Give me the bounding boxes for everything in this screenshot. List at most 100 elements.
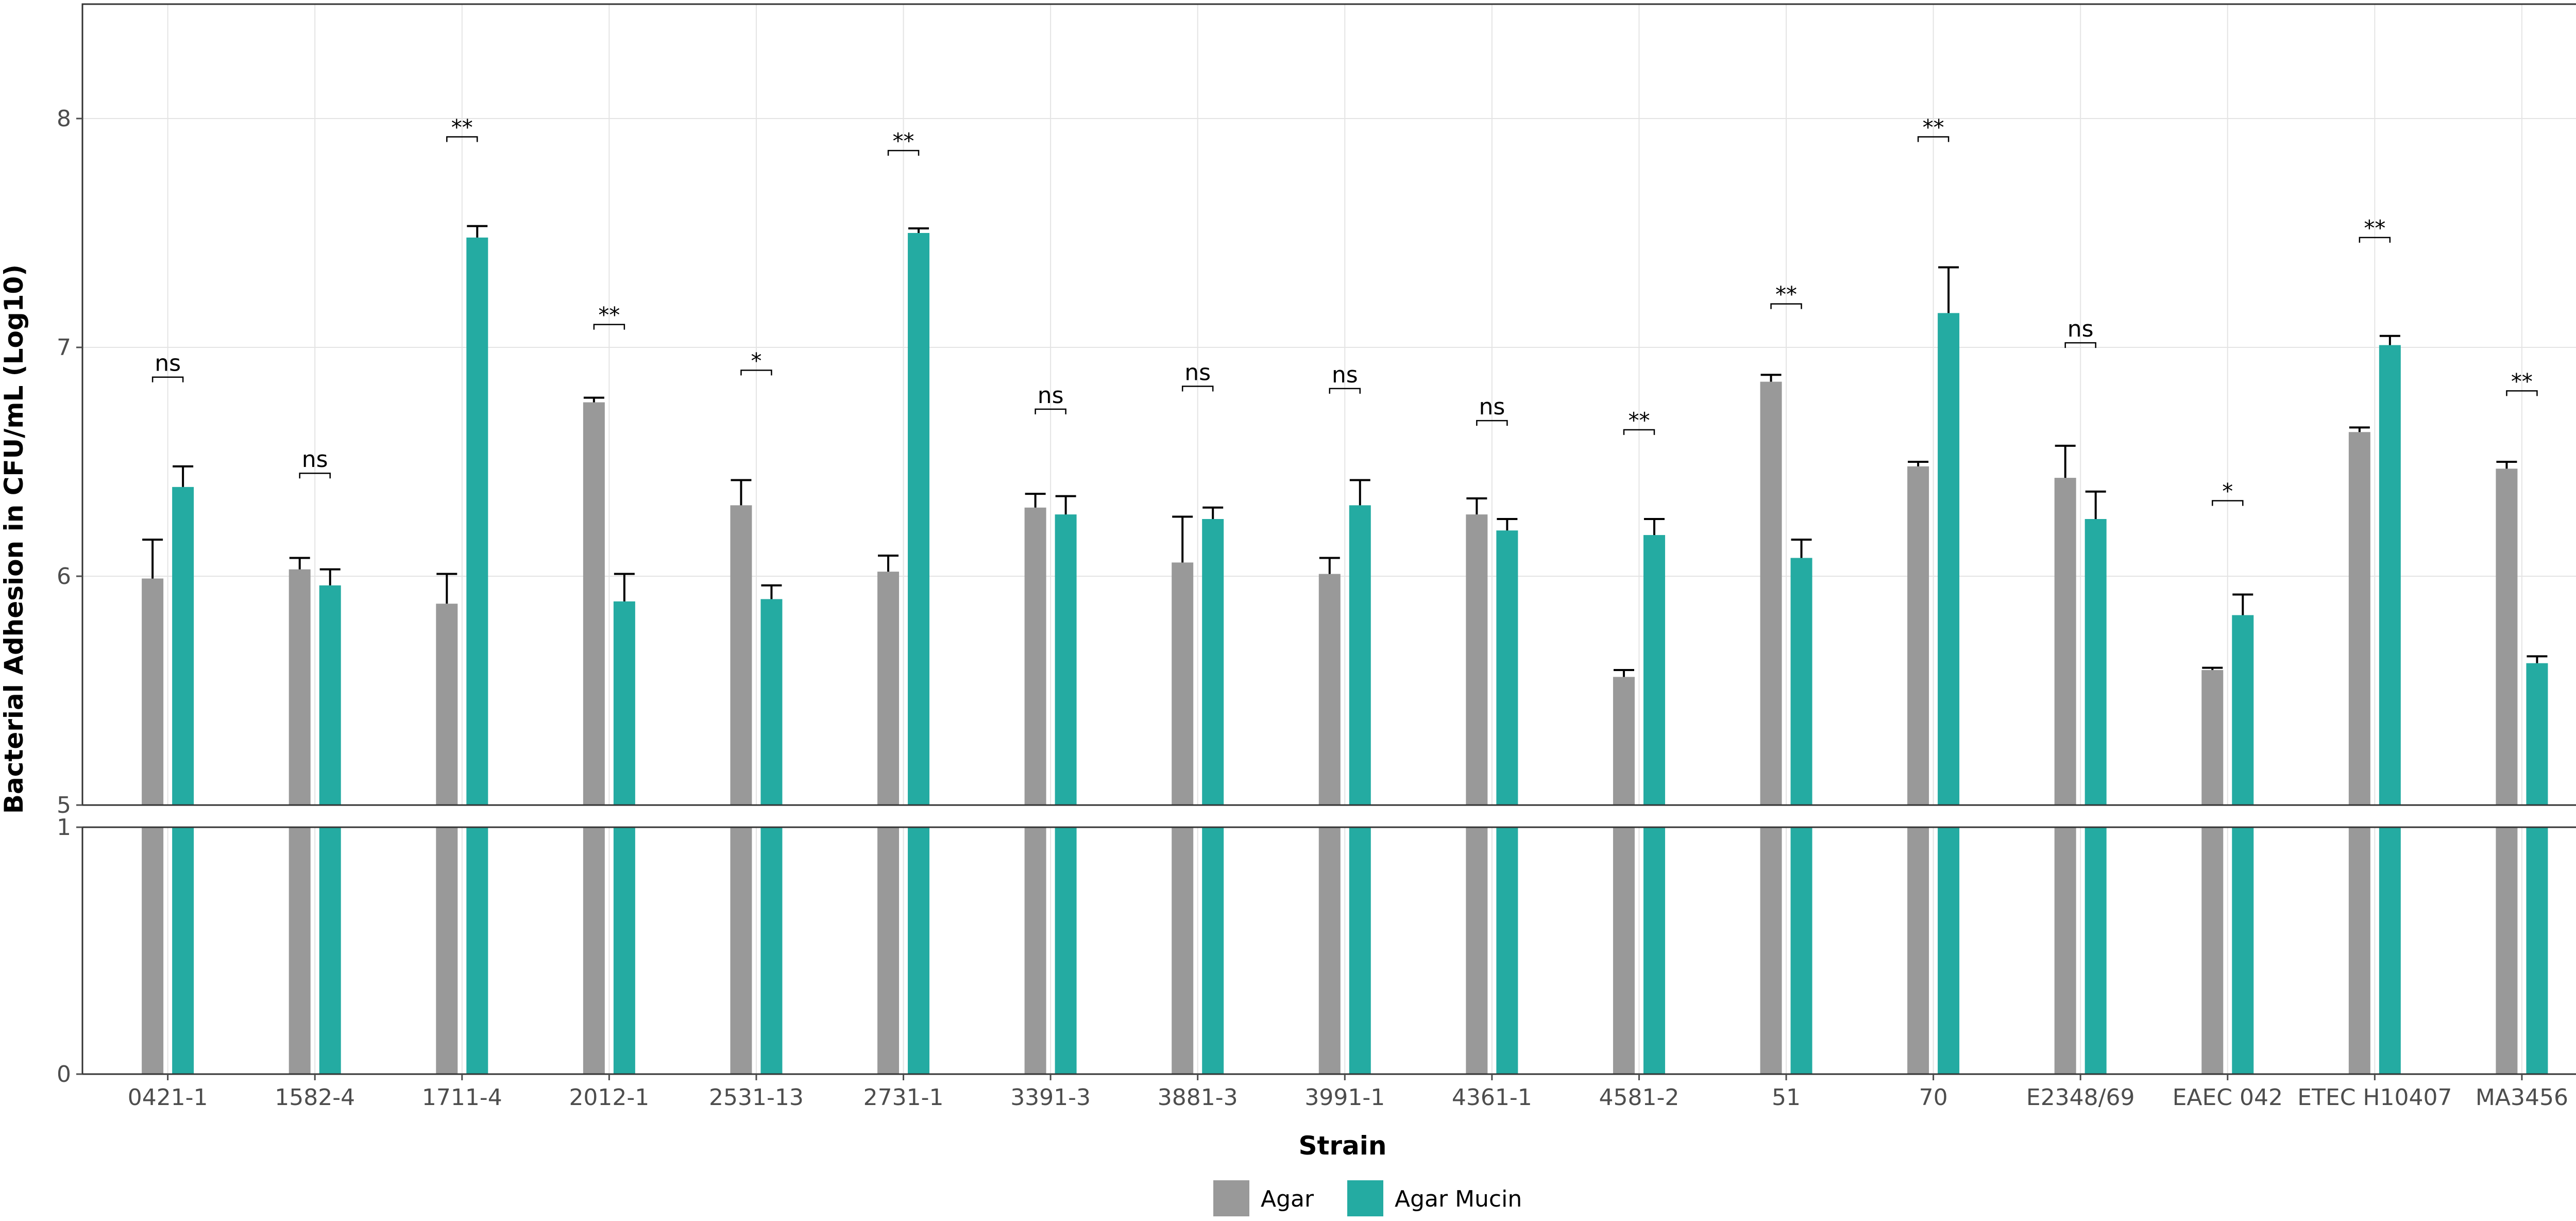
bar-agar-mucin bbox=[613, 601, 635, 805]
significance-label: ** bbox=[1923, 115, 1944, 140]
bar-agar-mucin bbox=[1790, 558, 1812, 805]
bar-agar-mucin-lower bbox=[1202, 827, 1224, 1074]
bar-agar-mucin-lower bbox=[319, 827, 341, 1074]
significance-label: ns bbox=[1332, 362, 1358, 388]
significance-label: ** bbox=[1628, 408, 1650, 433]
bar-agar-mucin-lower bbox=[2379, 827, 2401, 1074]
bar-agar-lower bbox=[1318, 827, 1341, 1074]
significance-bracket bbox=[151, 376, 184, 382]
significance-label: ** bbox=[2364, 215, 2385, 241]
significance-bracket bbox=[1476, 420, 1508, 426]
x-tick-label: 4581-2 bbox=[1599, 1084, 1680, 1111]
bar-agar-lower bbox=[583, 827, 605, 1074]
significance-bracket bbox=[2359, 237, 2391, 243]
bar-agar-mucin-lower bbox=[760, 827, 783, 1074]
significance-label: ** bbox=[893, 128, 914, 154]
lower-panel-border bbox=[81, 826, 2576, 1075]
significance-bracket bbox=[2064, 342, 2096, 348]
bar-agar-lower bbox=[1907, 827, 1929, 1074]
x-tick-label: 1711-4 bbox=[422, 1084, 502, 1111]
bar-agar-lower bbox=[1172, 827, 1194, 1074]
bar-agar-mucin bbox=[760, 599, 783, 805]
significance-bracket bbox=[1770, 303, 1802, 309]
bar-agar-mucin bbox=[1643, 535, 1665, 805]
bar-agar-mucin bbox=[908, 233, 930, 805]
bar-agar-lower bbox=[1613, 827, 1635, 1074]
x-tick-label: 2731-1 bbox=[863, 1084, 944, 1111]
bar-agar bbox=[1318, 574, 1341, 805]
x-tick-label: 2531-13 bbox=[709, 1084, 804, 1111]
significance-label: * bbox=[751, 348, 761, 373]
bar-agar-mucin bbox=[1496, 530, 1518, 805]
bar-agar-mucin-lower bbox=[1790, 827, 1812, 1074]
legend-label-agar: Agar bbox=[1261, 1186, 1314, 1212]
significance-label: ns bbox=[1184, 359, 1211, 386]
x-tick-label: 3991-1 bbox=[1304, 1084, 1385, 1111]
bar-agar-mucin-lower bbox=[1938, 827, 1960, 1074]
bar-agar-lower bbox=[289, 827, 311, 1074]
bar-agar-mucin-lower bbox=[1496, 827, 1518, 1074]
significance-bracket bbox=[1329, 388, 1361, 394]
bar-agar-lower bbox=[2496, 827, 2518, 1074]
significance-bracket bbox=[1035, 408, 1066, 414]
significance-label: ns bbox=[155, 350, 181, 377]
significance-label: ns bbox=[302, 446, 328, 473]
bar-agar bbox=[289, 569, 311, 805]
significance-label: ** bbox=[451, 115, 473, 140]
significance-bracket bbox=[740, 370, 772, 376]
bar-agar-lower bbox=[2348, 827, 2370, 1074]
legend-swatch-agar bbox=[1213, 1180, 1249, 1216]
bar-agar bbox=[2496, 469, 2518, 805]
significance-label: ** bbox=[598, 303, 620, 328]
x-tick-label: 0421-1 bbox=[128, 1084, 208, 1111]
bar-agar-lower bbox=[1760, 827, 1782, 1074]
x-tick-label: 3391-3 bbox=[1010, 1084, 1091, 1111]
y-tick-label: 6 bbox=[57, 563, 71, 590]
x-tick-label: EAEC 042 bbox=[2173, 1084, 2283, 1111]
bar-agar-mucin-lower bbox=[1349, 827, 1371, 1074]
bar-agar bbox=[2054, 478, 2076, 805]
bar-agar-lower bbox=[142, 827, 164, 1074]
bar-agar-lower bbox=[877, 827, 900, 1074]
bar-agar-mucin bbox=[466, 237, 488, 805]
significance-bracket bbox=[1181, 386, 1214, 392]
significance-label: ns bbox=[2067, 316, 2094, 342]
significance-bracket bbox=[299, 472, 331, 479]
x-tick-label: 51 bbox=[1772, 1084, 1801, 1111]
bar-agar bbox=[877, 572, 900, 805]
x-tick-label: 2012-1 bbox=[569, 1084, 649, 1111]
bar-agar-mucin-lower bbox=[1055, 827, 1077, 1074]
bar-agar bbox=[142, 578, 164, 805]
significance-bracket bbox=[1623, 429, 1655, 435]
bar-agar-mucin-lower bbox=[1643, 827, 1665, 1074]
bar-agar bbox=[1024, 507, 1046, 805]
bar-agar-mucin bbox=[1349, 505, 1371, 805]
bar-agar bbox=[1172, 562, 1194, 805]
bar-agar bbox=[1760, 381, 1782, 805]
significance-bracket bbox=[446, 136, 478, 142]
y-tick-label: 5 bbox=[57, 792, 71, 818]
legend-label-agar-mucin: Agar Mucin bbox=[1395, 1186, 1522, 1212]
x-tick-label: 70 bbox=[1919, 1084, 1948, 1111]
bar-agar-mucin-lower bbox=[172, 827, 194, 1074]
bar-agar-lower bbox=[1024, 827, 1046, 1074]
bar-agar-lower bbox=[1466, 827, 1488, 1074]
significance-label: ns bbox=[1038, 382, 1064, 409]
x-tick-label: 3881-3 bbox=[1158, 1084, 1238, 1111]
x-tick-label: MA3456 bbox=[2476, 1084, 2568, 1111]
significance-bracket bbox=[593, 324, 625, 330]
significance-label: * bbox=[2222, 478, 2233, 504]
bar-agar-lower bbox=[730, 827, 752, 1074]
bar-agar-mucin bbox=[319, 585, 341, 805]
bar-agar-lower bbox=[2201, 827, 2224, 1074]
y-tick-label: 0 bbox=[57, 1061, 71, 1088]
significance-label: ns bbox=[1479, 394, 1505, 420]
x-tick-label: E2348/69 bbox=[2026, 1084, 2135, 1111]
bar-agar bbox=[1466, 514, 1488, 805]
significance-bracket bbox=[1917, 136, 1950, 142]
bar-agar bbox=[2201, 670, 2224, 805]
bar-agar-mucin bbox=[172, 487, 194, 805]
significance-label: ** bbox=[2511, 369, 2533, 394]
bar-agar-mucin-lower bbox=[466, 827, 488, 1074]
